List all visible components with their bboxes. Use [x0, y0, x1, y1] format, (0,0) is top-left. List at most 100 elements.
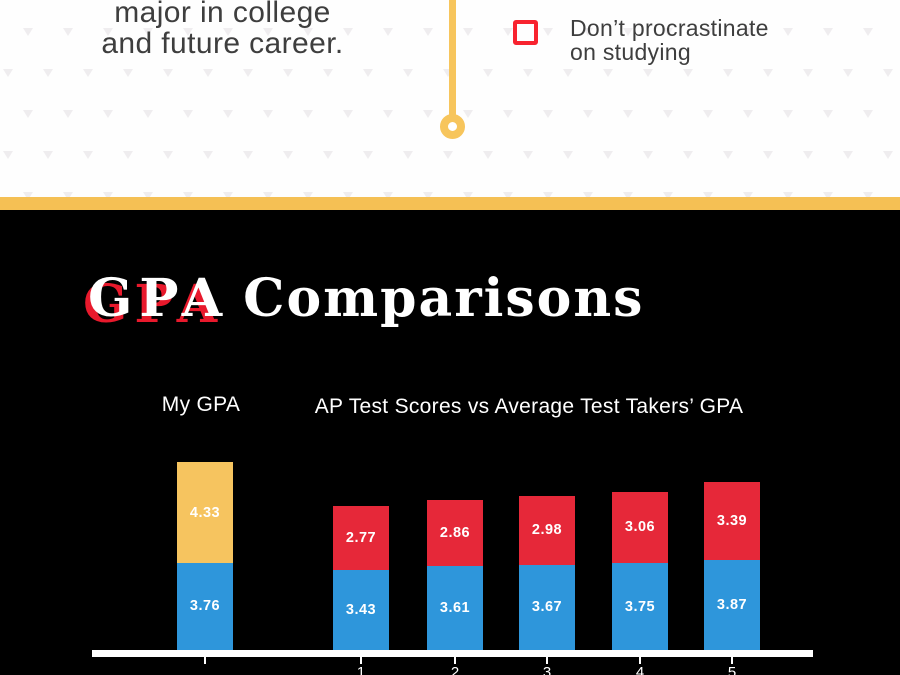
- pattern-triangle-icon: [103, 28, 113, 36]
- bar-segment: 3.39: [704, 481, 760, 561]
- axis-tick: [454, 656, 456, 664]
- pattern-triangle-icon: [783, 192, 793, 200]
- checkbox-label-line1: Don’t procrastinate: [570, 15, 769, 41]
- bar-value-label: 2.98: [531, 522, 563, 539]
- pattern-triangle-icon: [103, 110, 113, 118]
- pattern-triangle-icon: [423, 28, 433, 36]
- axis-tick: [204, 656, 206, 664]
- pattern-triangle-icon: [663, 192, 673, 200]
- pattern-triangle-icon: [263, 192, 273, 200]
- checkbox-label: Don’t procrastinate on studying: [570, 16, 769, 64]
- pattern-triangle-icon: [863, 28, 873, 36]
- bar-value-label: 3.75: [624, 598, 656, 615]
- pattern-triangle-icon: [663, 28, 673, 36]
- pattern-triangle-icon: [23, 110, 33, 118]
- pattern-triangle-icon: [223, 110, 233, 118]
- pattern-triangle-icon: [623, 110, 633, 118]
- pattern-triangle-icon: [523, 151, 533, 159]
- pattern-triangle-icon: [243, 151, 253, 159]
- pattern-triangle-icon: [163, 151, 173, 159]
- bar-segment: 3.67: [519, 564, 575, 650]
- pattern-triangle-icon: [763, 151, 773, 159]
- pattern-triangle-icon: [583, 28, 593, 36]
- pattern-triangle-icon: [123, 69, 133, 77]
- pattern-triangle-icon: [583, 110, 593, 118]
- pattern-triangle-icon: [223, 192, 233, 200]
- pattern-triangle-icon: [203, 151, 213, 159]
- pattern-triangle-icon: [23, 192, 33, 200]
- pattern-triangle-icon: [443, 151, 453, 159]
- pattern-triangle-icon: [3, 151, 13, 159]
- pattern-triangle-icon: [843, 151, 853, 159]
- section-title-accent: GPA: [88, 268, 230, 329]
- intro-text: major in college and future career.: [50, 0, 395, 59]
- pattern-triangle-icon: [263, 28, 273, 36]
- pattern-triangle-icon: [843, 69, 853, 77]
- pattern-triangle-icon: [603, 69, 613, 77]
- bar-value-label: 3.39: [716, 512, 748, 529]
- pattern-triangle-icon: [543, 110, 553, 118]
- pattern-triangle-icon: [63, 192, 73, 200]
- pattern-triangle-icon: [823, 28, 833, 36]
- pattern-triangle-icon: [283, 151, 293, 159]
- pattern-triangle-icon: [683, 69, 693, 77]
- pattern-triangle-icon: [803, 151, 813, 159]
- pattern-triangle-icon: [703, 192, 713, 200]
- pattern-triangle-icon: [143, 192, 153, 200]
- pattern-triangle-icon: [743, 110, 753, 118]
- pattern-triangle-icon: [423, 110, 433, 118]
- pattern-triangle-icon: [783, 110, 793, 118]
- pattern-triangle-icon: [823, 110, 833, 118]
- pattern-triangle-icon: [223, 28, 233, 36]
- yellow-divider: [0, 197, 900, 210]
- pattern-triangle-icon: [823, 192, 833, 200]
- checkbox-icon[interactable]: [513, 20, 538, 45]
- pattern-triangle-icon: [603, 151, 613, 159]
- axis-tick: [360, 656, 362, 664]
- bar-segment: 3.75: [612, 563, 668, 650]
- checkbox-label-line2: on studying: [570, 39, 691, 65]
- pattern-triangle-icon: [503, 28, 513, 36]
- pattern-triangle-icon: [783, 28, 793, 36]
- section-title-rest: Comparisons: [243, 268, 645, 329]
- bar-value-label: 3.87: [716, 597, 748, 614]
- pattern-triangle-icon: [703, 110, 713, 118]
- timeline-line: [449, 0, 456, 118]
- pattern-triangle-icon: [683, 151, 693, 159]
- pattern-triangle-icon: [323, 151, 333, 159]
- pattern-triangle-icon: [763, 69, 773, 77]
- pattern-triangle-icon: [503, 192, 513, 200]
- axis-tick-label: 5: [727, 664, 737, 675]
- pattern-triangle-icon: [123, 151, 133, 159]
- bar-value-label: 3.06: [624, 519, 656, 536]
- pattern-triangle-icon: [343, 28, 353, 36]
- pattern-triangle-icon: [363, 151, 373, 159]
- x-axis-line: [92, 650, 813, 657]
- bar-value-label: 3.67: [531, 599, 563, 616]
- pattern-triangle-icon: [523, 69, 533, 77]
- bar-value-label: 3.61: [439, 600, 471, 617]
- pattern-triangle-icon: [883, 69, 893, 77]
- pattern-triangle-icon: [383, 192, 393, 200]
- bar-value-label: 3.43: [345, 602, 377, 619]
- axis-tick-label: 4: [635, 664, 645, 675]
- axis-tick-label: 3: [542, 664, 552, 675]
- pattern-triangle-icon: [43, 151, 53, 159]
- pattern-triangle-icon: [483, 69, 493, 77]
- axis-tick-label: 2: [450, 664, 460, 675]
- pattern-triangle-icon: [183, 110, 193, 118]
- bar-value-label: 4.33: [189, 504, 221, 521]
- pattern-triangle-icon: [583, 192, 593, 200]
- pattern-triangle-icon: [463, 110, 473, 118]
- pattern-triangle-icon: [623, 192, 633, 200]
- pattern-triangle-icon: [643, 69, 653, 77]
- pattern-triangle-icon: [663, 110, 673, 118]
- pattern-triangle-icon: [263, 110, 273, 118]
- pattern-triangle-icon: [403, 69, 413, 77]
- pattern-triangle-icon: [243, 69, 253, 77]
- axis-tick: [546, 656, 548, 664]
- pattern-triangle-icon: [623, 28, 633, 36]
- pattern-triangle-icon: [543, 192, 553, 200]
- pattern-triangle-icon: [423, 192, 433, 200]
- bar-segment: 3.76: [177, 562, 233, 650]
